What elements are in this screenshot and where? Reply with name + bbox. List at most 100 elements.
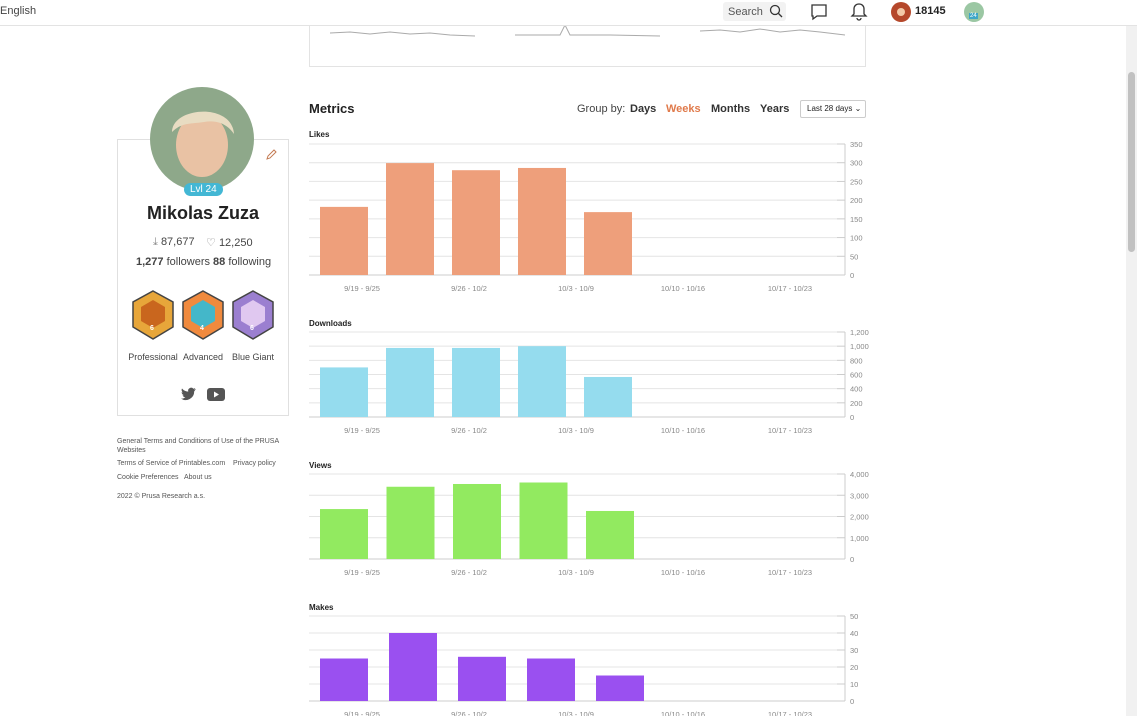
footer-link[interactable]: Terms of Service of Printables.com bbox=[117, 460, 226, 467]
x-tick-label: 9/19 - 9/25 bbox=[344, 426, 380, 435]
following-label: following bbox=[228, 256, 272, 268]
y-tick-label: 400 bbox=[850, 385, 863, 394]
metrics-title: Metrics bbox=[309, 101, 355, 116]
x-tick-label: 10/3 - 10/9 bbox=[558, 426, 594, 435]
x-tick-label: 10/17 - 10/23 bbox=[768, 284, 812, 293]
badge-level: 4 bbox=[200, 325, 204, 332]
y-tick-label: 4,000 bbox=[850, 470, 869, 479]
y-tick-label: 2,000 bbox=[850, 513, 869, 522]
badge-icon: 6 bbox=[231, 290, 275, 345]
x-tick-label: 9/26 - 10/2 bbox=[451, 568, 487, 577]
sparkline-panel bbox=[309, 0, 866, 67]
notifications-icon[interactable] bbox=[850, 2, 868, 21]
y-tick-label: 0 bbox=[850, 697, 854, 706]
edit-icon[interactable] bbox=[265, 148, 278, 161]
group-by-label: Group by: bbox=[577, 103, 626, 115]
language-selector[interactable]: English bbox=[0, 5, 37, 17]
x-tick-label: 10/3 - 10/9 bbox=[558, 710, 594, 716]
x-tick-label: 10/17 - 10/23 bbox=[768, 710, 812, 716]
group-option[interactable]: Months bbox=[711, 103, 751, 115]
badge-icon: 6 bbox=[131, 290, 175, 345]
bar bbox=[320, 367, 368, 417]
search-placeholder: Search bbox=[728, 6, 763, 18]
bar bbox=[452, 170, 500, 275]
user-avatar[interactable]: 24 bbox=[964, 2, 984, 22]
downloads-stat: ⤓ 87,677 bbox=[153, 236, 195, 248]
y-tick-label: 10 bbox=[850, 680, 858, 689]
bar bbox=[596, 675, 644, 701]
scrollbar[interactable] bbox=[1126, 26, 1137, 716]
badge-shape bbox=[182, 290, 224, 340]
y-tick-label: 40 bbox=[850, 629, 858, 638]
followers-label: followers bbox=[166, 256, 210, 268]
group-option-selected[interactable]: Weeks bbox=[666, 103, 701, 115]
range-value: Last 28 days bbox=[807, 104, 853, 113]
bar bbox=[386, 347, 434, 417]
search-box[interactable]: Search bbox=[723, 2, 786, 21]
y-tick-label: 200 bbox=[850, 196, 863, 205]
badge-name: Professional bbox=[128, 352, 178, 362]
chart-title: Makes bbox=[309, 603, 334, 612]
followers[interactable]: 1,277 followers bbox=[136, 256, 210, 268]
sparkline bbox=[329, 31, 476, 37]
badge-level: 6 bbox=[250, 325, 254, 332]
top-bar: English Search 18145 24 bbox=[0, 0, 1137, 26]
bar bbox=[586, 510, 634, 559]
twitter-icon[interactable] bbox=[180, 387, 197, 402]
points: 18145 bbox=[915, 5, 946, 17]
bar bbox=[584, 212, 632, 275]
y-tick-label: 20 bbox=[850, 663, 858, 672]
y-tick-label: 200 bbox=[850, 399, 863, 408]
messages-icon[interactable] bbox=[810, 3, 828, 21]
group-option[interactable]: Years bbox=[760, 103, 790, 115]
x-tick-label: 9/26 - 10/2 bbox=[451, 284, 487, 293]
footer-link[interactable]: General Terms and Conditions of Use of t… bbox=[117, 438, 279, 454]
x-tick-label: 9/26 - 10/2 bbox=[451, 426, 487, 435]
x-tick-label: 10/17 - 10/23 bbox=[768, 426, 812, 435]
range-dropdown[interactable]: Last 28 days ⌄ bbox=[800, 100, 866, 118]
y-tick-label: 50 bbox=[850, 252, 858, 261]
bar bbox=[389, 633, 437, 701]
following[interactable]: 88 following bbox=[213, 256, 271, 268]
chart-title: Likes bbox=[309, 130, 330, 139]
y-tick-label: 0 bbox=[850, 555, 854, 564]
group-option[interactable]: Days bbox=[630, 103, 657, 115]
profile-avatar bbox=[150, 87, 254, 191]
bar bbox=[320, 509, 368, 559]
x-tick-label: 10/10 - 10/16 bbox=[661, 426, 705, 435]
badge-name: Blue Giant bbox=[231, 352, 275, 362]
bar bbox=[320, 206, 368, 275]
copyright: 2022 © Prusa Research a.s. bbox=[117, 493, 206, 500]
followers-count: 1,277 bbox=[136, 256, 164, 268]
badge-shape bbox=[232, 290, 274, 340]
scrollbar-thumb[interactable] bbox=[1128, 72, 1135, 252]
x-tick-label: 9/26 - 10/2 bbox=[451, 710, 487, 716]
x-tick-label: 9/19 - 9/25 bbox=[344, 284, 380, 293]
y-tick-label: 800 bbox=[850, 356, 863, 365]
bar bbox=[458, 656, 506, 701]
badge-icon: 4 bbox=[181, 290, 225, 345]
bar bbox=[518, 167, 566, 275]
y-tick-label: 0 bbox=[850, 413, 854, 422]
bar bbox=[527, 658, 575, 701]
sparkline bbox=[699, 28, 846, 36]
bar bbox=[452, 347, 500, 417]
badge-name: Advanced bbox=[182, 352, 224, 362]
chart-title: Downloads bbox=[309, 319, 352, 328]
bar bbox=[386, 163, 434, 275]
footer-link[interactable]: Privacy policy bbox=[233, 460, 276, 467]
x-tick-label: 9/19 - 9/25 bbox=[344, 710, 380, 716]
level-badge: Lvl 24 bbox=[184, 183, 223, 196]
bar bbox=[320, 658, 368, 701]
bar bbox=[386, 486, 435, 559]
footer-link[interactable]: About us bbox=[184, 474, 212, 481]
bar bbox=[518, 346, 566, 417]
points-avatar[interactable] bbox=[890, 1, 912, 23]
chart-title: Views bbox=[309, 461, 332, 470]
sparkline bbox=[515, 23, 661, 37]
youtube-icon[interactable] bbox=[207, 388, 225, 401]
y-tick-label: 100 bbox=[850, 234, 863, 243]
footer-link[interactable]: Cookie Preferences bbox=[117, 474, 179, 481]
